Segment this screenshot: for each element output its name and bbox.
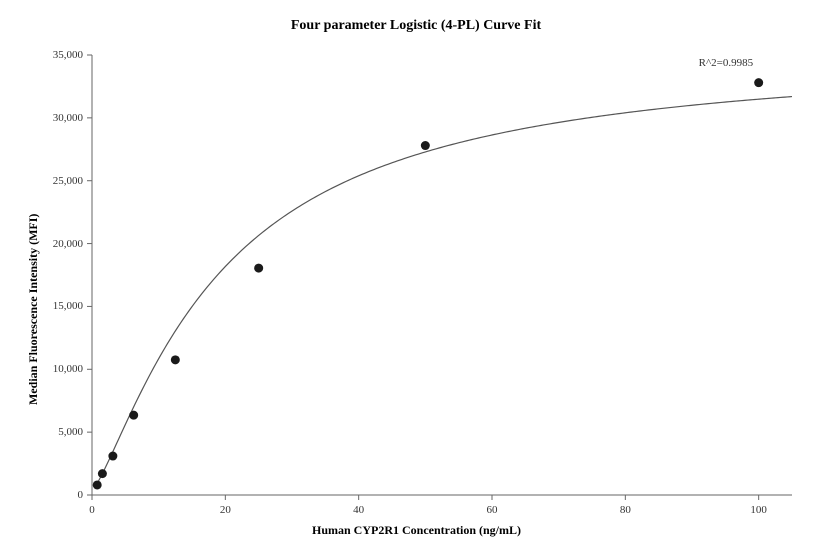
x-tick-label: 100 <box>750 504 767 516</box>
data-point <box>108 452 117 461</box>
fit-curve <box>95 97 792 487</box>
y-tick-label: 5,000 <box>43 426 83 438</box>
chart-container: Four parameter Logistic (4-PL) Curve Fit… <box>0 0 832 560</box>
y-tick-label: 25,000 <box>43 175 83 187</box>
data-point <box>754 78 763 87</box>
y-tick-label: 15,000 <box>43 300 83 312</box>
y-tick-label: 0 <box>43 489 83 501</box>
y-tick-label: 35,000 <box>43 49 83 61</box>
y-tick-label: 10,000 <box>43 363 83 375</box>
x-tick-label: 0 <box>89 504 95 516</box>
x-tick-label: 80 <box>620 504 631 516</box>
data-point <box>421 141 430 150</box>
chart-plot <box>0 0 832 560</box>
data-point <box>129 411 138 420</box>
data-point <box>98 469 107 478</box>
y-tick-label: 20,000 <box>43 238 83 250</box>
y-tick-label: 30,000 <box>43 112 83 124</box>
x-tick-label: 60 <box>487 504 498 516</box>
data-point <box>254 264 263 273</box>
data-point <box>171 355 180 364</box>
x-tick-label: 20 <box>220 504 231 516</box>
x-tick-label: 40 <box>353 504 364 516</box>
data-point <box>93 480 102 489</box>
